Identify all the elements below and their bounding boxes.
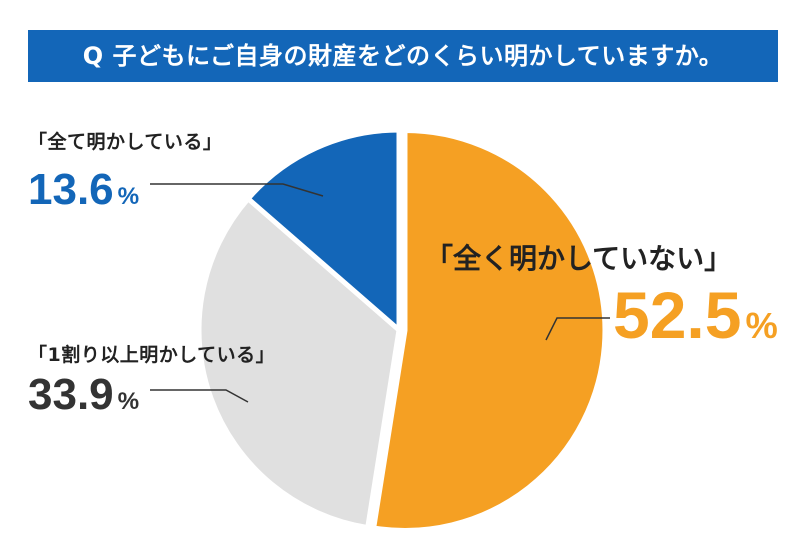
slice-value-none-unit: % bbox=[745, 305, 778, 346]
slice-value-none: 52.5% bbox=[613, 282, 778, 348]
slice-value-part-number: 33.9 bbox=[28, 370, 114, 419]
leader-line-part bbox=[150, 389, 249, 403]
leader-line-full bbox=[150, 183, 324, 197]
slice-value-full-unit: % bbox=[117, 183, 140, 210]
slice-label-full: 「全て明かしている」 bbox=[28, 131, 223, 153]
leader-lines bbox=[150, 183, 610, 403]
slice-value-none-number: 52.5 bbox=[613, 278, 742, 352]
chart-title: Q 子どもにご自身の財産をどのくらい明かしていますか。 bbox=[28, 30, 778, 82]
pie-slices bbox=[196, 127, 608, 533]
slice-label-part: 「1割り以上明かしている」 bbox=[28, 344, 276, 366]
pie-slice-part bbox=[196, 196, 402, 531]
slice-value-full: 13.6% bbox=[28, 168, 139, 212]
slice-value-part-unit: % bbox=[117, 388, 140, 415]
slice-value-full-number: 13.6 bbox=[28, 165, 114, 214]
pie-slice-full bbox=[245, 127, 402, 333]
leader-line-none bbox=[545, 317, 610, 341]
slice-value-part: 33.9% bbox=[28, 373, 139, 417]
slice-label-none: 「全く明かしていない」 bbox=[425, 242, 733, 275]
pie-slice-none bbox=[371, 127, 608, 533]
